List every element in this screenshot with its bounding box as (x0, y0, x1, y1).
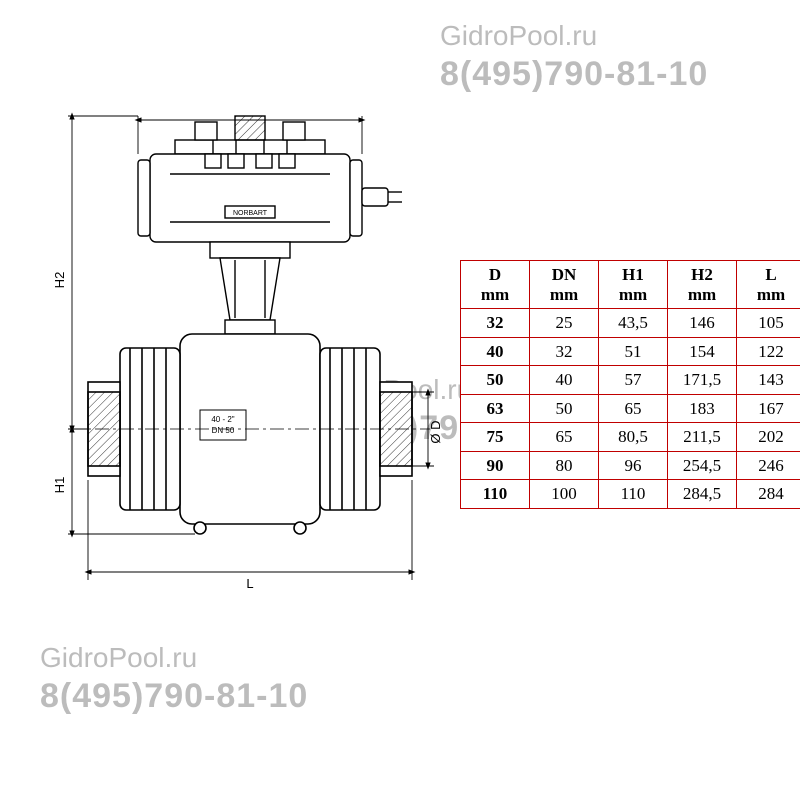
cell: 80 (530, 451, 599, 480)
table-row: 908096254,5246 (461, 451, 800, 480)
cell: 63 (461, 394, 530, 423)
cell: 246 (737, 451, 800, 480)
cell: 32 (530, 337, 599, 366)
cell: 65 (530, 423, 599, 452)
cell: 80,5 (599, 423, 668, 452)
cell: 146 (668, 309, 737, 338)
cell: 57 (599, 366, 668, 395)
table-header-row: DmmDNmmH1mmH2mmLmm (461, 261, 800, 309)
watermark-site-top: GidroPool.ru (440, 18, 708, 53)
col-d: Dmm (461, 261, 530, 309)
table-row: 110100110284,5284 (461, 480, 800, 509)
cell: 96 (599, 451, 668, 480)
cell: 154 (668, 337, 737, 366)
brand-label: NORBART (233, 210, 268, 217)
cell: 40 (530, 366, 599, 395)
dim-d: Ø D (428, 420, 443, 443)
watermark-site-bot: GidroPool.ru (40, 640, 308, 675)
col-h2: H2mm (668, 261, 737, 309)
cell: 32 (461, 309, 530, 338)
col-l: Lmm (737, 261, 800, 309)
watermark-phone-bot: 8(495)790-81-10 (40, 675, 308, 718)
cell: 110 (461, 480, 530, 509)
dim-h1: H1 (52, 477, 67, 494)
table-row: 635065183167 (461, 394, 800, 423)
technical-drawing: NORBART (30, 110, 450, 630)
body-label-2: DN 50 (212, 426, 235, 435)
cell: 50 (461, 366, 530, 395)
cell: 90 (461, 451, 530, 480)
cell: 143 (737, 366, 800, 395)
cell: 284,5 (668, 480, 737, 509)
dim-l: L (246, 576, 253, 591)
cell: 75 (461, 423, 530, 452)
table-row: 403251154122 (461, 337, 800, 366)
cell: 202 (737, 423, 800, 452)
body-label-1: 40 - 2" (211, 415, 234, 424)
dimensions-table-wrap: DmmDNmmH1mmH2mmLmm 322543,51461054032511… (460, 260, 800, 509)
table-row: 322543,5146105 (461, 309, 800, 338)
cell: 43,5 (599, 309, 668, 338)
cell: 105 (737, 309, 800, 338)
col-dn: DNmm (530, 261, 599, 309)
table-row: 756580,5211,5202 (461, 423, 800, 452)
cell: 122 (737, 337, 800, 366)
cell: 100 (530, 480, 599, 509)
table-row: 504057171,5143 (461, 366, 800, 395)
cell: 211,5 (668, 423, 737, 452)
cell: 50 (530, 394, 599, 423)
cell: 254,5 (668, 451, 737, 480)
cell: 40 (461, 337, 530, 366)
cell: 25 (530, 309, 599, 338)
cell: 65 (599, 394, 668, 423)
cell: 167 (737, 394, 800, 423)
table-body: 322543,5146105403251154122504057171,5143… (461, 309, 800, 509)
col-h1: H1mm (599, 261, 668, 309)
cell: 51 (599, 337, 668, 366)
watermark-phone-top: 8(495)790-81-10 (440, 53, 708, 96)
watermark-top: GidroPool.ru 8(495)790-81-10 (440, 18, 708, 96)
cell: 183 (668, 394, 737, 423)
dimensions-table: DmmDNmmH1mmH2mmLmm 322543,51461054032511… (460, 260, 800, 509)
watermark-bottom: GidroPool.ru 8(495)790-81-10 (40, 640, 308, 718)
dim-h2: H2 (52, 272, 67, 289)
cell: 171,5 (668, 366, 737, 395)
cell: 284 (737, 480, 800, 509)
cell: 110 (599, 480, 668, 509)
